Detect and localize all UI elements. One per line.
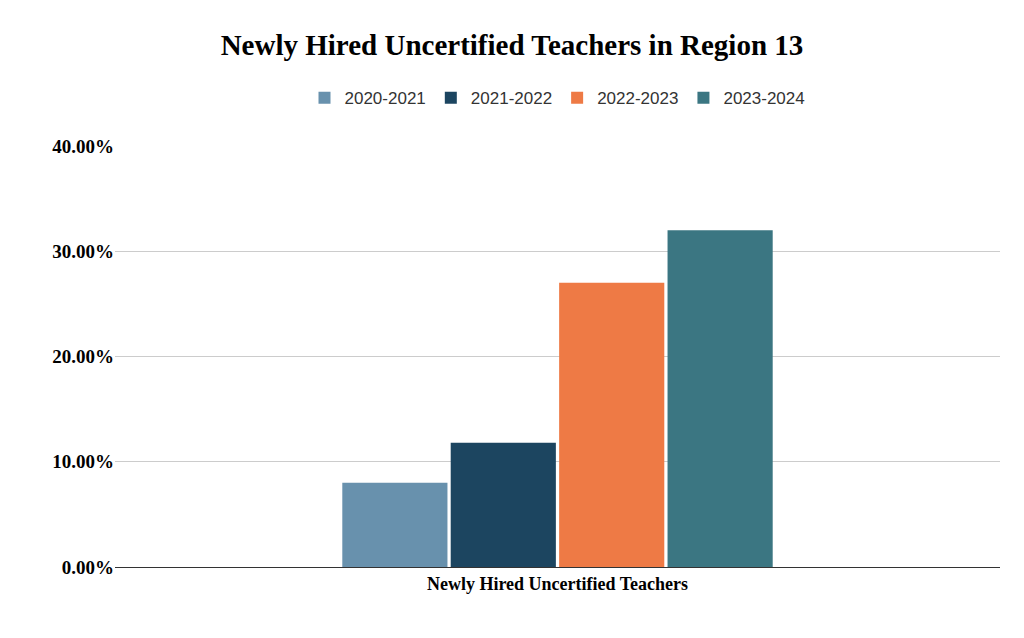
svg-text:Newly Hired Uncertified Teache: Newly Hired Uncertified Teachers in Regi… xyxy=(221,29,804,61)
svg-text:20.00%: 20.00% xyxy=(52,346,114,367)
svg-text:Newly Hired Uncertified Teache: Newly Hired Uncertified Teachers xyxy=(427,574,688,594)
svg-text:2022-2023: 2022-2023 xyxy=(597,89,678,108)
svg-text:30.00%: 30.00% xyxy=(52,241,114,262)
svg-text:2020-2021: 2020-2021 xyxy=(345,89,426,108)
svg-text:2021-2022: 2021-2022 xyxy=(471,89,552,108)
svg-text:2023-2024: 2023-2024 xyxy=(723,89,804,108)
svg-text:10.00%: 10.00% xyxy=(52,451,114,472)
svg-text:40.00%: 40.00% xyxy=(52,136,114,157)
svg-text:0.00%: 0.00% xyxy=(62,557,114,578)
